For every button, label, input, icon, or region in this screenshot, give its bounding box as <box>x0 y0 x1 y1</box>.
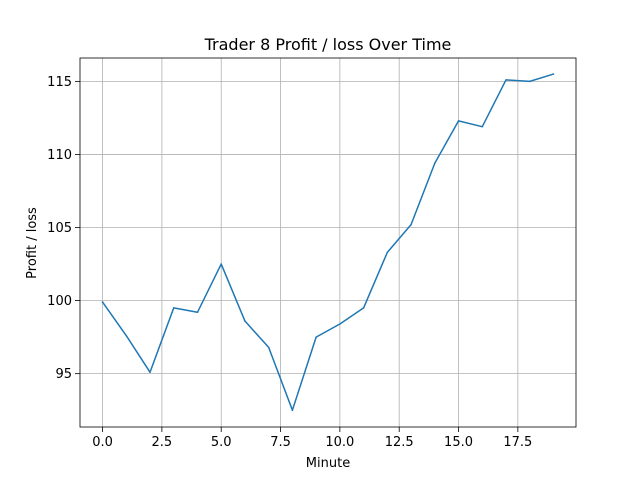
series-line <box>101 73 555 411</box>
data-point <box>172 307 175 309</box>
data-point <box>505 79 507 81</box>
y-tick-label: 110 <box>47 148 72 163</box>
data-point <box>339 323 341 325</box>
x-axis-label: Minute <box>306 456 350 471</box>
y-tick-label: 105 <box>47 221 72 236</box>
plot-frame <box>79 57 577 428</box>
data-point <box>149 371 151 373</box>
y-tick-label: 95 <box>55 367 72 382</box>
x-tick-label: 10.0 <box>325 435 354 450</box>
data-point <box>434 162 436 164</box>
y-axis-label: Profit / loss <box>25 207 40 279</box>
data-point <box>481 125 484 128</box>
data-point <box>291 409 294 411</box>
data-point <box>552 73 555 75</box>
x-tick-label: 0.0 <box>92 435 113 450</box>
x-tick-label: 15.0 <box>444 435 473 450</box>
data-point <box>315 336 317 338</box>
chart-title: Trader 8 Profit / loss Over Time <box>204 35 452 54</box>
data-point <box>244 320 246 322</box>
data-point <box>196 311 199 314</box>
data-point <box>362 307 365 309</box>
data-point <box>457 120 460 122</box>
axes-frame <box>79 57 577 428</box>
grid-lines <box>80 58 576 427</box>
x-tick-label: 17.5 <box>503 435 532 450</box>
x-tick-label: 5.0 <box>211 435 232 450</box>
y-tick-label: 100 <box>47 294 72 309</box>
data-point <box>101 301 104 303</box>
data-point <box>528 80 531 83</box>
data-point <box>220 263 222 265</box>
data-point <box>125 334 128 337</box>
series-layer <box>101 73 555 411</box>
x-tick-label: 7.5 <box>270 435 291 450</box>
data-point <box>410 223 412 226</box>
x-tick-label: 12.5 <box>385 435 414 450</box>
data-point <box>386 251 389 254</box>
data-point <box>267 346 270 349</box>
y-tick-label: 115 <box>47 75 72 90</box>
x-tick-label: 2.5 <box>152 435 173 450</box>
ticks-layer: 0.0 2.5 5.0 7.5 10.0 12.5 15.0 17.5 95 100 105 110 1… <box>47 75 532 450</box>
